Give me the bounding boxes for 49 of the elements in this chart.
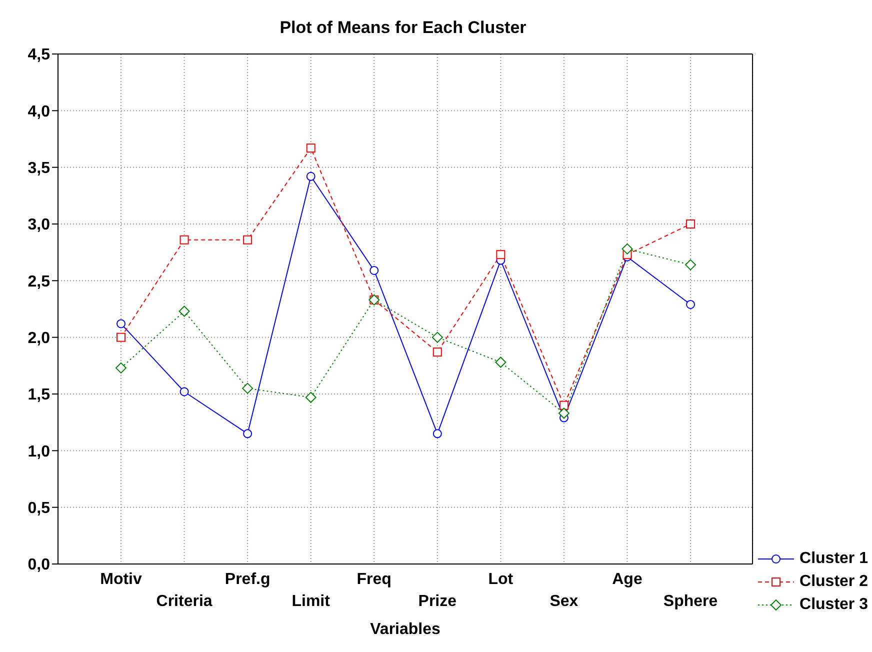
point xyxy=(686,220,696,228)
x-tick-label: Age xyxy=(612,571,642,588)
x-tick-label: Freq xyxy=(356,571,392,588)
y-tick-label: 3,0 xyxy=(28,216,50,234)
point xyxy=(686,300,696,309)
x-tick-label: Pref.g xyxy=(224,571,270,588)
chart-title: Plot of Means for Each Cluster xyxy=(278,18,528,38)
point xyxy=(306,144,316,153)
x-tick-label: Sex xyxy=(550,593,578,610)
point xyxy=(432,429,442,438)
point xyxy=(685,259,696,270)
point xyxy=(242,382,254,394)
point xyxy=(116,319,126,328)
point xyxy=(306,172,316,181)
point xyxy=(622,243,633,254)
y-tick-label: 4,0 xyxy=(28,103,50,120)
point xyxy=(559,400,568,410)
point xyxy=(496,250,506,260)
x-tick-label: Limit xyxy=(292,593,331,610)
y-tick-label: 0,0 xyxy=(28,556,50,574)
x-tick-label: Prize xyxy=(418,593,457,610)
x-tick-label: Sphere xyxy=(663,593,718,610)
point xyxy=(370,266,379,275)
y-tick-label: 0,5 xyxy=(28,500,50,518)
x-axis-title: Variables xyxy=(370,621,440,638)
point xyxy=(116,362,126,374)
point xyxy=(180,387,189,396)
point xyxy=(178,306,190,317)
point xyxy=(243,235,252,244)
point xyxy=(432,332,443,343)
point xyxy=(495,356,506,368)
y-tick-label: 1,5 xyxy=(28,386,50,404)
x-tick-label: Lot xyxy=(488,571,514,588)
x-tick-label: Motiv xyxy=(100,571,142,588)
y-tick-label: 3,5 xyxy=(28,160,50,178)
legend-label: Cluster 2 xyxy=(800,572,868,590)
point xyxy=(305,392,316,403)
x-tick-label: Criteria xyxy=(156,593,212,610)
y-tick-label: 1,0 xyxy=(28,443,50,460)
y-tick-label: 2,0 xyxy=(28,330,50,348)
point xyxy=(116,332,126,342)
point xyxy=(243,429,252,438)
legend-label: Cluster 1 xyxy=(800,550,868,568)
point xyxy=(558,408,570,419)
point xyxy=(180,235,189,244)
point xyxy=(432,348,442,357)
y-tick-label: 4,5 xyxy=(28,46,50,64)
y-tick-label: 2,5 xyxy=(28,273,50,290)
legend-label: Cluster 3 xyxy=(800,596,868,614)
